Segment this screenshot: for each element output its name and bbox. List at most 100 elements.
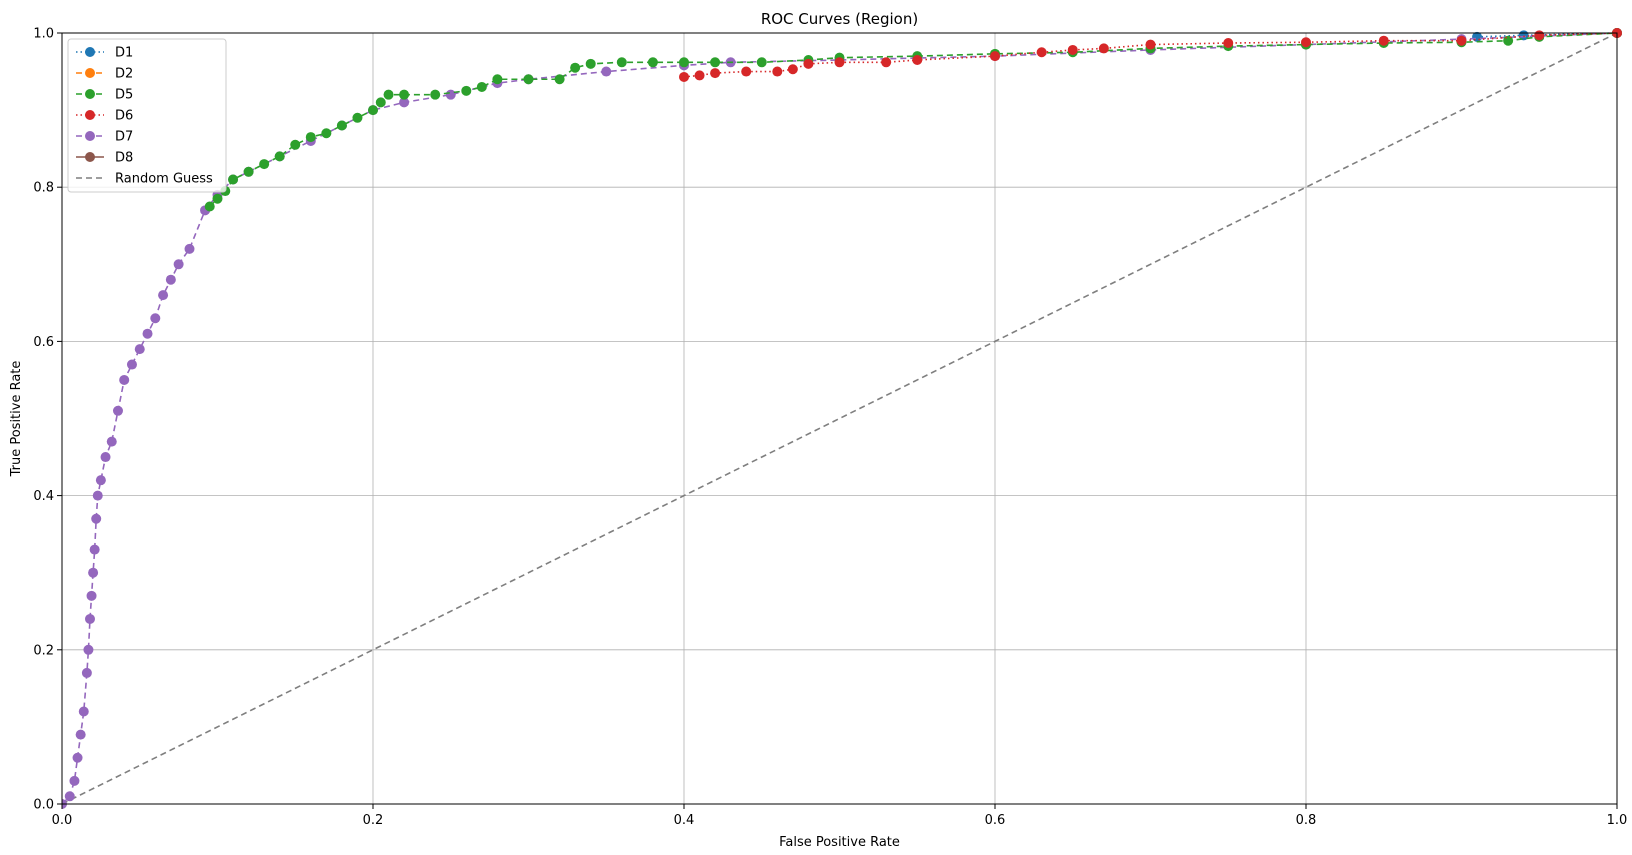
- data-point: [165, 274, 176, 285]
- data-point: [523, 74, 534, 85]
- chart-title: ROC Curves (Region): [761, 10, 918, 28]
- data-point: [375, 97, 386, 108]
- y-tick-label: 1.0: [33, 27, 54, 42]
- data-point: [881, 57, 892, 68]
- data-point: [274, 151, 285, 162]
- legend-item: D6: [76, 109, 133, 124]
- data-point: [83, 644, 94, 655]
- data-point: [834, 57, 845, 68]
- legend-label: D1: [115, 46, 133, 61]
- data-point: [92, 490, 103, 501]
- data-point: [445, 89, 456, 100]
- legend-item: D7: [76, 130, 133, 145]
- data-point: [173, 259, 184, 270]
- x-tick-label: 0.2: [363, 813, 384, 828]
- data-point: [570, 62, 581, 73]
- data-point: [81, 667, 92, 678]
- data-point: [787, 64, 798, 75]
- data-point: [694, 70, 705, 81]
- data-point: [616, 57, 627, 68]
- data-point: [89, 544, 100, 555]
- data-point: [100, 452, 111, 463]
- legend-item: Random Guess: [76, 172, 213, 187]
- data-point: [1067, 44, 1078, 55]
- data-point: [741, 66, 752, 77]
- data-point: [601, 66, 612, 77]
- y-tick-label: 0.6: [33, 335, 54, 350]
- data-point: [321, 128, 332, 139]
- data-point: [1098, 43, 1109, 54]
- data-point: [679, 57, 689, 68]
- series-line: [62, 32, 1618, 805]
- data-point: [106, 436, 117, 447]
- data-point: [158, 290, 169, 301]
- data-point: [1378, 35, 1389, 46]
- data-point: [134, 344, 145, 355]
- data-point: [492, 74, 503, 85]
- data-point: [69, 775, 80, 786]
- legend-label: Random Guess: [115, 172, 213, 187]
- legend-label: D5: [115, 88, 133, 103]
- data-point: [368, 105, 378, 116]
- legend-marker: [85, 47, 95, 57]
- data-point: [1456, 35, 1467, 46]
- legend: D1 D2 D5 D6 D7 D8 Random Guess: [67, 38, 227, 193]
- series-d5: [204, 28, 1622, 212]
- data-point: [64, 791, 75, 802]
- data-point: [399, 97, 410, 108]
- data-point: [461, 85, 472, 96]
- legend-label: D6: [115, 109, 133, 124]
- data-point: [78, 706, 89, 717]
- data-point: [95, 475, 106, 486]
- y-tick-label: 0.8: [33, 181, 54, 196]
- y-tick-label: 0.0: [33, 798, 54, 813]
- legend-marker: [85, 152, 95, 162]
- y-tick-label: 0.4: [33, 489, 54, 504]
- data-point: [710, 57, 721, 68]
- data-point: [756, 57, 767, 68]
- data-point: [212, 193, 223, 204]
- data-point: [228, 174, 239, 185]
- series-line: [683, 32, 1618, 78]
- data-point: [710, 68, 721, 79]
- data-point: [91, 513, 102, 524]
- legend-label: D8: [115, 151, 133, 166]
- legend-marker: [85, 68, 95, 78]
- legend-item: D2: [76, 67, 133, 82]
- data-point: [126, 359, 137, 370]
- data-point: [1301, 37, 1311, 48]
- data-point: [647, 57, 658, 68]
- x-tick-label: 0.6: [985, 813, 1006, 828]
- data-point: [336, 120, 347, 131]
- data-point: [243, 166, 254, 177]
- data-point: [1503, 35, 1514, 46]
- legend-marker: [85, 131, 95, 141]
- x-tick-label: 1.0: [1607, 813, 1628, 828]
- data-point: [150, 313, 161, 324]
- series-layer: [62, 28, 1622, 809]
- legend-marker: [85, 110, 95, 120]
- data-point: [204, 201, 215, 212]
- data-point: [803, 58, 814, 69]
- plot-frame: [61, 32, 1618, 805]
- legend-item: D1: [76, 46, 133, 61]
- x-axis-label: False Positive Rate: [779, 835, 900, 850]
- legend-marker: [85, 89, 95, 99]
- data-point: [72, 752, 83, 763]
- data-point: [290, 139, 301, 150]
- data-point: [84, 613, 95, 624]
- legend-box: [67, 38, 227, 193]
- data-point: [259, 159, 270, 170]
- data-point: [86, 590, 97, 601]
- data-point: [772, 66, 783, 77]
- legend-item: D5: [76, 88, 133, 103]
- data-point: [112, 405, 123, 416]
- data-point: [119, 374, 130, 385]
- ticks-layer: 0.0 0.2 0.4 0.6 0.8 1.0 0.0 0.2 0.4 0.6 0.8 1.0: [33, 27, 1627, 829]
- legend-label: D7: [115, 130, 133, 145]
- data-point: [912, 54, 923, 65]
- y-axis-label: True Positive Rate: [9, 361, 24, 478]
- y-tick-label: 0.2: [33, 643, 54, 658]
- data-point: [679, 71, 689, 82]
